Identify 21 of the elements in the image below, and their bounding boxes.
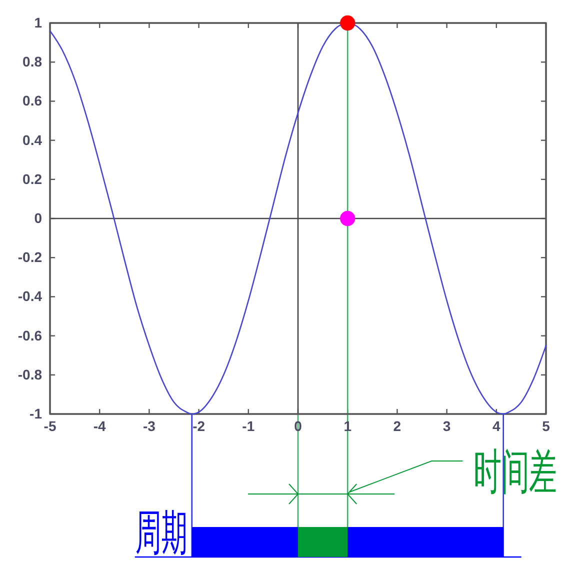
series-label: 周期 [135, 505, 188, 562]
y-tick-label: 0.2 [22, 170, 42, 187]
y-tick-label: -0.6 [18, 327, 42, 344]
x-tick-label: -4 [93, 418, 106, 434]
y-tick-label: 0.6 [22, 92, 42, 109]
y-tick-label: 0 [34, 210, 42, 226]
x-tick-label: 2 [393, 418, 402, 434]
x-tick-label: -3 [142, 418, 156, 434]
y-tick-label: 1 [34, 14, 42, 30]
x-tick-label: 5 [542, 418, 550, 434]
y-tick-label: 0.8 [22, 54, 42, 70]
y-tick-label: -0.2 [18, 249, 42, 266]
y-tick-label: -0.8 [18, 366, 42, 382]
x-tick-label: 3 [442, 418, 451, 434]
y-tick-label: 0.4 [22, 132, 42, 148]
x-tick-label: -2 [192, 418, 206, 434]
x-tick-label: -1 [242, 418, 255, 434]
x-tick-label: -5 [44, 418, 56, 434]
y-tick-label: -1 [30, 405, 42, 422]
x-tick-label: 4 [492, 418, 500, 434]
y-tick-label: -0.4 [18, 288, 42, 304]
